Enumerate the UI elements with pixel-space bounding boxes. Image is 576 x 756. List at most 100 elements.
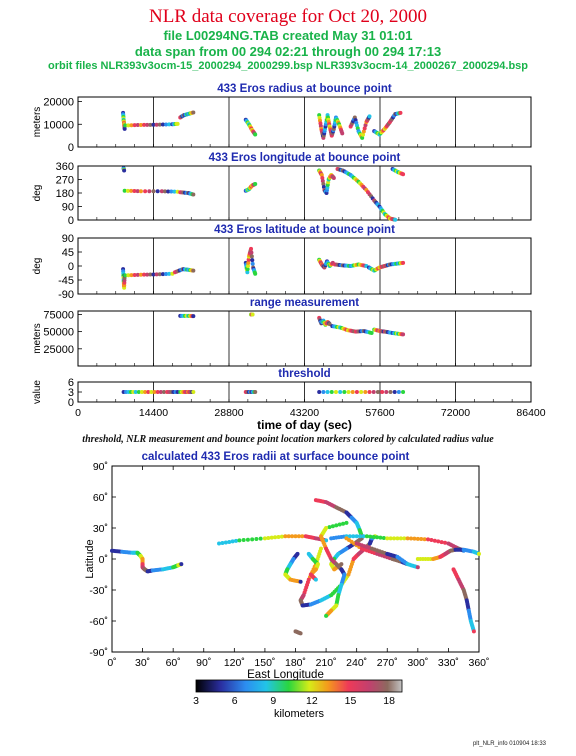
- data-point: [223, 540, 228, 545]
- data-point: [412, 536, 417, 541]
- x-tick-label: 360˚: [468, 657, 489, 669]
- y-tick-label: 10000: [43, 119, 74, 131]
- data-point: [364, 534, 369, 539]
- data-point: [132, 272, 137, 277]
- data-point: [398, 536, 403, 541]
- data-point: [123, 123, 128, 128]
- data-point: [133, 390, 138, 394]
- data-point: [380, 390, 385, 394]
- data-point: [129, 123, 134, 128]
- data-point: [135, 272, 140, 277]
- y-tick-label: 45: [62, 247, 74, 259]
- data-point: [388, 390, 393, 394]
- data-point: [344, 520, 349, 525]
- y-axis-label: meters: [32, 323, 43, 354]
- y-axis-label: deg: [32, 258, 43, 275]
- y-tick-label: 90: [62, 202, 74, 214]
- data-point: [320, 176, 325, 180]
- y-tick-label: -90: [58, 289, 74, 301]
- data-point: [338, 390, 343, 394]
- data-point: [125, 188, 130, 193]
- data-point: [341, 521, 346, 526]
- y-axis-label: value: [32, 380, 43, 404]
- x-tick-label: 120˚: [224, 657, 245, 669]
- data-point: [179, 562, 184, 567]
- data-point: [148, 122, 153, 127]
- y-tick-label: -60˚: [89, 616, 108, 628]
- data-point: [360, 135, 365, 140]
- data-point: [126, 273, 131, 278]
- data-point: [151, 122, 156, 127]
- data-point: [395, 536, 400, 541]
- data-point: [258, 536, 263, 541]
- data-span: data span from 00 294 02:21 through 00 2…: [134, 44, 442, 59]
- x-tick-label: 240˚: [346, 657, 367, 669]
- data-point: [191, 110, 196, 115]
- panel-title: 433 Eros radius at bounce point: [217, 83, 392, 95]
- x-tick-label: 14400: [139, 407, 168, 419]
- panel-title: 433 Eros longitude at bounce point: [209, 152, 401, 164]
- data-point: [313, 577, 318, 582]
- data-point: [321, 185, 326, 189]
- data-point: [122, 188, 127, 193]
- data-point: [135, 189, 140, 194]
- y-tick-label: 270: [56, 175, 74, 187]
- data-point: [367, 114, 372, 119]
- data-point: [157, 272, 162, 277]
- data-point: [159, 189, 164, 194]
- data-point: [358, 534, 363, 539]
- data-point: [331, 176, 336, 180]
- data-point: [249, 250, 254, 255]
- data-point: [142, 122, 147, 127]
- colorbar-tick-label: 12: [306, 695, 318, 707]
- data-point: [276, 534, 281, 539]
- data-point: [158, 390, 163, 394]
- y-tick-label: 50000: [43, 327, 74, 339]
- data-point: [143, 189, 148, 194]
- data-point: [426, 537, 431, 542]
- data-point: [157, 122, 162, 127]
- data-point: [147, 189, 152, 194]
- data-point: [369, 331, 374, 335]
- data-point: [324, 613, 329, 618]
- colorbar-tick-label: 6: [232, 695, 238, 707]
- data-point: [220, 540, 225, 545]
- panel-title: threshold: [278, 368, 330, 380]
- chart-title: NLR data coverage for Oct 20, 2000: [148, 6, 428, 27]
- data-point: [167, 271, 172, 276]
- data-point: [392, 536, 397, 541]
- colorbar-tick-label: 18: [383, 695, 395, 707]
- data-point: [250, 537, 255, 542]
- colorbar-label: kilometers: [274, 708, 325, 720]
- data-point: [217, 541, 222, 546]
- data-point: [333, 390, 338, 394]
- data-point: [367, 390, 372, 394]
- data-point: [337, 522, 342, 527]
- x-tick-label: 57600: [365, 407, 394, 419]
- data-point: [339, 562, 344, 567]
- data-point: [330, 524, 335, 529]
- data-point: [142, 272, 147, 277]
- data-point: [432, 538, 437, 543]
- data-point: [354, 534, 359, 539]
- data-point: [415, 565, 420, 570]
- data-point: [253, 271, 258, 276]
- x-tick-label: 0˚: [107, 657, 116, 669]
- data-point: [401, 332, 406, 337]
- data-point: [166, 189, 171, 194]
- data-point: [405, 536, 410, 541]
- data-point: [298, 631, 303, 636]
- y-axis-label: Latitude: [84, 539, 96, 578]
- data-point: [325, 390, 330, 394]
- data-point: [191, 268, 196, 273]
- x-tick-label: 0: [75, 407, 81, 419]
- y-tick-label: 0˚: [99, 554, 108, 566]
- data-point: [329, 390, 334, 394]
- data-point: [429, 538, 434, 543]
- data-point: [269, 535, 274, 540]
- data-point: [234, 538, 239, 543]
- map-title: calculated 433 Eros radii at surface bou…: [142, 451, 410, 463]
- y-tick-label: 25000: [43, 344, 74, 356]
- x-tick-label: 30˚: [135, 657, 150, 669]
- data-point: [351, 534, 356, 539]
